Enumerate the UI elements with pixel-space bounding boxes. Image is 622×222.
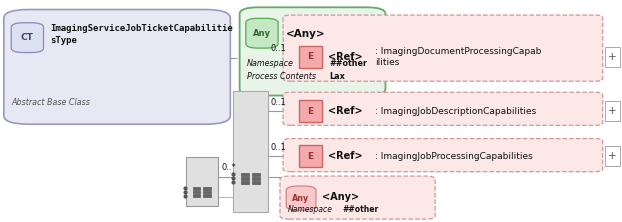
Bar xyxy=(241,173,249,176)
Text: <Ref>: <Ref> xyxy=(328,151,363,161)
Text: : ImagingJobProcessingCapabilities: : ImagingJobProcessingCapabilities xyxy=(375,152,532,161)
Text: 0..1: 0..1 xyxy=(271,44,286,53)
Text: : ImagingJobDescriptionCapabilities: : ImagingJobDescriptionCapabilities xyxy=(375,107,536,115)
Bar xyxy=(299,100,322,122)
FancyBboxPatch shape xyxy=(283,15,603,81)
Bar xyxy=(299,46,322,68)
Bar xyxy=(193,194,200,197)
Text: <Ref>: <Ref> xyxy=(328,106,363,116)
Bar xyxy=(241,177,249,180)
FancyBboxPatch shape xyxy=(280,176,435,219)
Text: <Ref>: <Ref> xyxy=(328,52,363,62)
Text: +: + xyxy=(608,52,616,62)
Bar xyxy=(185,157,218,206)
Text: ##other: ##other xyxy=(342,205,378,214)
FancyBboxPatch shape xyxy=(283,92,603,125)
Text: Abstract Base Class: Abstract Base Class xyxy=(11,98,90,107)
Bar xyxy=(233,91,267,212)
Bar xyxy=(193,187,200,190)
FancyBboxPatch shape xyxy=(11,23,44,53)
Text: Any: Any xyxy=(253,29,271,38)
Text: <Any>: <Any> xyxy=(322,192,360,202)
Bar xyxy=(252,177,260,180)
FancyBboxPatch shape xyxy=(239,7,386,95)
FancyBboxPatch shape xyxy=(4,10,230,124)
Text: Process Contents: Process Contents xyxy=(247,72,316,81)
Bar xyxy=(203,187,211,190)
Text: <Any>: <Any> xyxy=(286,29,326,39)
Text: +: + xyxy=(608,151,616,161)
Bar xyxy=(605,101,620,121)
Bar xyxy=(203,194,211,197)
Text: Any: Any xyxy=(292,194,310,203)
FancyBboxPatch shape xyxy=(246,18,278,48)
Text: E: E xyxy=(307,107,313,115)
Bar xyxy=(605,146,620,166)
Text: Lax: Lax xyxy=(330,72,345,81)
Bar xyxy=(605,47,620,67)
Text: : ImagingDocumentProcessingCapab
ilities: : ImagingDocumentProcessingCapab ilities xyxy=(375,47,541,67)
Text: CT: CT xyxy=(21,33,34,42)
Bar xyxy=(252,173,260,176)
Text: –: – xyxy=(232,53,237,63)
Bar xyxy=(203,191,211,193)
FancyBboxPatch shape xyxy=(286,186,316,210)
Bar xyxy=(193,191,200,193)
Text: E: E xyxy=(307,52,313,61)
Text: Namespace: Namespace xyxy=(247,59,294,68)
Text: ##other: ##other xyxy=(330,59,368,68)
Bar xyxy=(299,145,322,167)
Text: ImagingServiceJobTicketCapabilitie
sType: ImagingServiceJobTicketCapabilitie sType xyxy=(50,24,233,45)
Text: Namespace: Namespace xyxy=(287,205,332,214)
Bar xyxy=(252,181,260,184)
Text: E: E xyxy=(307,152,313,161)
Bar xyxy=(241,181,249,184)
Text: +: + xyxy=(608,106,616,116)
Text: 0..*: 0..* xyxy=(221,163,236,172)
FancyBboxPatch shape xyxy=(283,139,603,172)
Text: 0..1: 0..1 xyxy=(271,98,286,107)
Text: 0..1: 0..1 xyxy=(271,143,286,152)
